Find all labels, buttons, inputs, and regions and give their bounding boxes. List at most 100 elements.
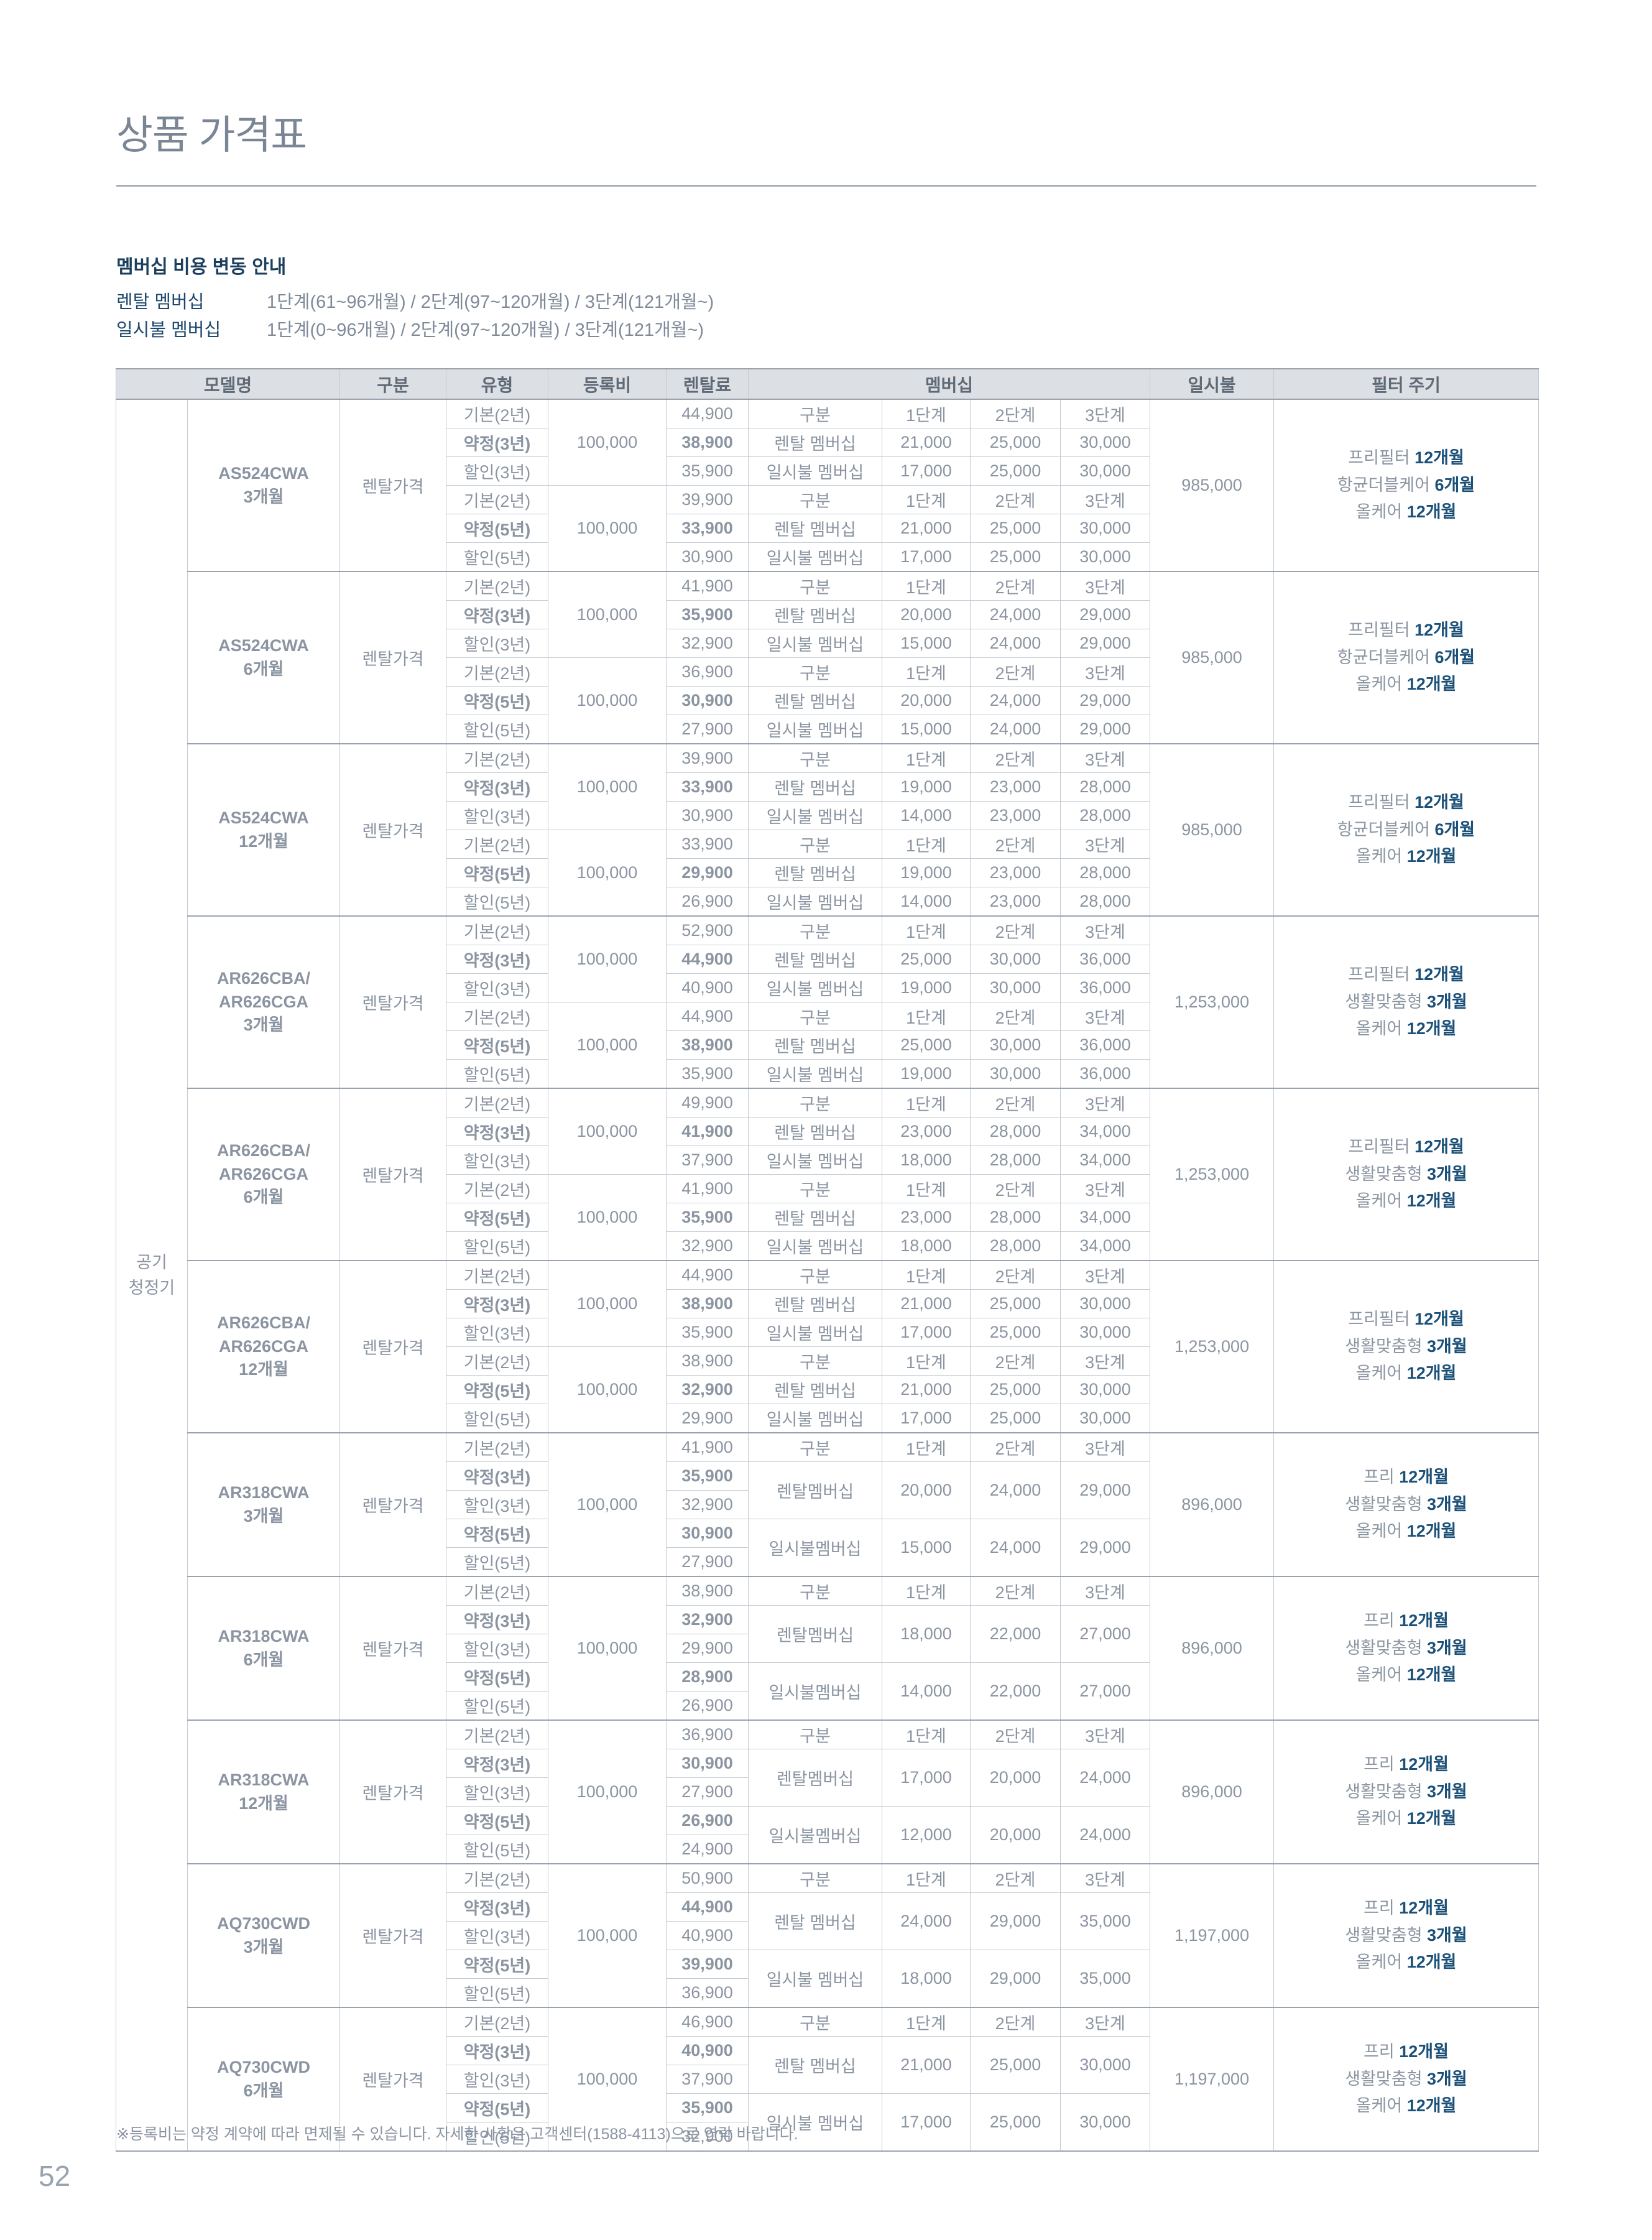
table-row: 기본(2년) 100,000 38,900 구분 1단계 2단계 3단계 bbox=[116, 1346, 1539, 1433]
membership-subheader-cell: 3단계 bbox=[1059, 571, 1151, 601]
membership-subheader-cell: 3단계 bbox=[1059, 657, 1151, 687]
table-row: 약정(3년) 33,900 렌탈 멤버십 19,000 23,000 28,000 bbox=[116, 772, 1539, 802]
lump-sum-cell: 985,000 bbox=[1150, 399, 1275, 572]
membership-label-cell: 렌탈멤버십 bbox=[748, 1461, 882, 1519]
filter-line: 프리필터 12개월 bbox=[1278, 1134, 1534, 1161]
filter-period: 12개월 bbox=[1414, 1309, 1464, 1328]
type-cell: 기본(2년) bbox=[446, 1002, 548, 1031]
membership-value-cell: 21,000 bbox=[882, 1375, 971, 1404]
membership-subheader-cell: 구분 bbox=[748, 743, 882, 773]
filter-cycle-cell: 프리필터 12개월 생활맞춤형 3개월 올케어 12개월 bbox=[1273, 1088, 1539, 1261]
filter-line: 생활맞춤형 3개월 bbox=[1278, 1161, 1534, 1188]
filter-line: 프리필터 12개월 bbox=[1278, 617, 1534, 644]
membership-value-cell: 25,000 bbox=[882, 1030, 971, 1060]
filter-name: 프리필터 bbox=[1348, 448, 1415, 467]
filter-cycle-cell: 프리필터 12개월 항균더블케어 6개월 올케어 12개월 bbox=[1273, 571, 1539, 744]
type-cell: 기본(2년) bbox=[446, 1432, 548, 1462]
filter-line: 생활맞춤형 3개월 bbox=[1278, 1491, 1534, 1519]
table-row: 약정(5년) 38,900 렌탈 멤버십 25,000 30,000 36,000 bbox=[116, 1030, 1539, 1060]
membership-subheader-cell: 2단계 bbox=[970, 1346, 1061, 1376]
membership-subheader-cell: 구분 bbox=[748, 571, 882, 601]
filter-line: 프리 12개월 bbox=[1278, 2039, 1534, 2066]
membership-value-cell: 27,000 bbox=[1059, 1605, 1151, 1663]
membership-value-cell: 36,000 bbox=[1059, 945, 1151, 974]
column-header: 멤버십 bbox=[747, 368, 1151, 400]
membership-subheader-cell: 3단계 bbox=[1059, 1346, 1151, 1376]
column-header: 등록비 bbox=[548, 368, 667, 400]
membership-value-cell: 27,000 bbox=[1059, 1662, 1151, 1721]
membership-value-cell: 23,000 bbox=[882, 1117, 971, 1146]
filter-period: 3개월 bbox=[1427, 1782, 1467, 1801]
type-cell: 약정(3년) bbox=[446, 428, 548, 457]
membership-subheader-cell: 3단계 bbox=[1059, 1002, 1151, 1031]
membership-value-cell: 15,000 bbox=[882, 715, 971, 744]
table-row: 공기 청정기 AS524CWA 3개월 렌탈가격 기본(2년) 100,000 44,900 구… bbox=[116, 399, 1539, 2152]
page-number: 52 bbox=[39, 2160, 71, 2192]
membership-subheader-cell: 3단계 bbox=[1059, 1432, 1151, 1462]
filter-name: 올케어 bbox=[1355, 1953, 1407, 1972]
membership-value-cell: 30,000 bbox=[1059, 428, 1151, 457]
membership-value-cell: 24,000 bbox=[882, 1892, 971, 1950]
membership-value-cell: 20,000 bbox=[882, 1461, 971, 1519]
gubun-cell: 렌탈가격 bbox=[339, 1863, 446, 2008]
membership-value-cell: 25,000 bbox=[970, 2036, 1061, 2094]
filter-cycle-cell: 프리 12개월 생활맞춤형 3개월 올케어 12개월 bbox=[1273, 1576, 1539, 1721]
type-cell: 약정(3년) bbox=[446, 1117, 548, 1146]
type-cell: 약정(5년) bbox=[446, 858, 548, 887]
membership-subheader-cell: 구분 bbox=[748, 1576, 882, 1606]
membership-label-cell: 렌탈 멤버십 bbox=[748, 1030, 882, 1060]
membership-subheader-cell: 구분 bbox=[748, 1432, 882, 1462]
table-row: 할인(3년) 32,900 일시불 멤버십 15,000 24,000 29,000 bbox=[116, 629, 1539, 658]
membership-value-cell: 25,000 bbox=[970, 1318, 1061, 1347]
membership-value-cell: 18,000 bbox=[882, 1950, 971, 2008]
filter-period: 6개월 bbox=[1434, 647, 1475, 667]
membership-value-cell: 23,000 bbox=[970, 858, 1061, 887]
filter-name: 프리필터 bbox=[1348, 965, 1415, 984]
filter-name: 프리필터 bbox=[1348, 1137, 1415, 1156]
type-cell: 약정(3년) bbox=[446, 2036, 548, 2065]
filter-name: 올케어 bbox=[1355, 1019, 1407, 1039]
membership-value-cell: 25,000 bbox=[970, 1375, 1061, 1404]
membership-value-cell: 21,000 bbox=[882, 514, 971, 543]
membership-value-cell: 25,000 bbox=[970, 514, 1061, 543]
membership-value-cell: 24,000 bbox=[970, 600, 1061, 629]
filter-period: 12개월 bbox=[1406, 675, 1457, 694]
filter-name: 생활맞춤형 bbox=[1345, 992, 1428, 1011]
type-cell: 할인(3년) bbox=[446, 1145, 548, 1175]
filter-period: 12개월 bbox=[1414, 620, 1464, 639]
table-row: 약정(5년) 30,900 렌탈 멤버십 20,000 24,000 29,000 bbox=[116, 686, 1539, 715]
table-row: AQ730CWD 3개월 렌탈가격 기본(2년) 100,000 50,900 구분 1단계 2… bbox=[116, 1863, 1539, 2008]
membership-label-cell: 렌탈 멤버십 bbox=[748, 1375, 882, 1404]
membership-value-cell: 17,000 bbox=[882, 456, 971, 486]
type-cell: 할인(3년) bbox=[446, 1921, 548, 1950]
type-cell: 약정(5년) bbox=[446, 1519, 548, 1548]
reg-fee-cell: 100,000 bbox=[548, 1346, 667, 1433]
type-cell: 약정(5년) bbox=[446, 2093, 548, 2122]
membership-subheader-cell: 1단계 bbox=[882, 915, 971, 945]
filter-period: 12개월 bbox=[1406, 1665, 1457, 1685]
table-row: 할인(5년) 32,900 bbox=[116, 2122, 1539, 2152]
rental-fee-cell: 32,900 bbox=[666, 1375, 749, 1404]
type-cell: 기본(2년) bbox=[446, 657, 548, 687]
column-header: 일시불 bbox=[1150, 368, 1275, 400]
table-row: 기본(2년) 100,000 33,900 구분 1단계 2단계 3단계 bbox=[116, 830, 1539, 917]
membership-label-cell: 렌탈 멤버십 bbox=[748, 1117, 882, 1146]
type-cell: 기본(2년) bbox=[446, 1346, 548, 1376]
type-cell: 기본(2년) bbox=[446, 1174, 548, 1203]
filter-period: 12개월 bbox=[1399, 1467, 1449, 1486]
membership-label-cell: 일시불 멤버십 bbox=[748, 1318, 882, 1347]
membership-value-cell: 30,000 bbox=[1059, 1318, 1151, 1347]
membership-value-cell: 22,000 bbox=[970, 1662, 1061, 1721]
membership-subheader-cell: 2단계 bbox=[970, 1002, 1061, 1031]
membership-label-cell: 일시불 멤버십 bbox=[748, 1059, 882, 1089]
membership-value-cell: 23,000 bbox=[882, 1203, 971, 1232]
type-cell: 기본(2년) bbox=[446, 1088, 548, 1118]
membership-label-cell: 일시불멤버십 bbox=[748, 1806, 882, 1864]
filter-period: 12개월 bbox=[1414, 792, 1464, 812]
table-row: AR318CWA 6개월 렌탈가격 기본(2년) 100,000 38,900 구분 1단계 2… bbox=[116, 1576, 1539, 1721]
filter-name: 프리 bbox=[1364, 1611, 1400, 1630]
membership-subheader-cell: 2단계 bbox=[970, 1576, 1061, 1606]
membership-value-cell: 17,000 bbox=[882, 2093, 971, 2152]
membership-subheader-cell: 3단계 bbox=[1059, 915, 1151, 945]
